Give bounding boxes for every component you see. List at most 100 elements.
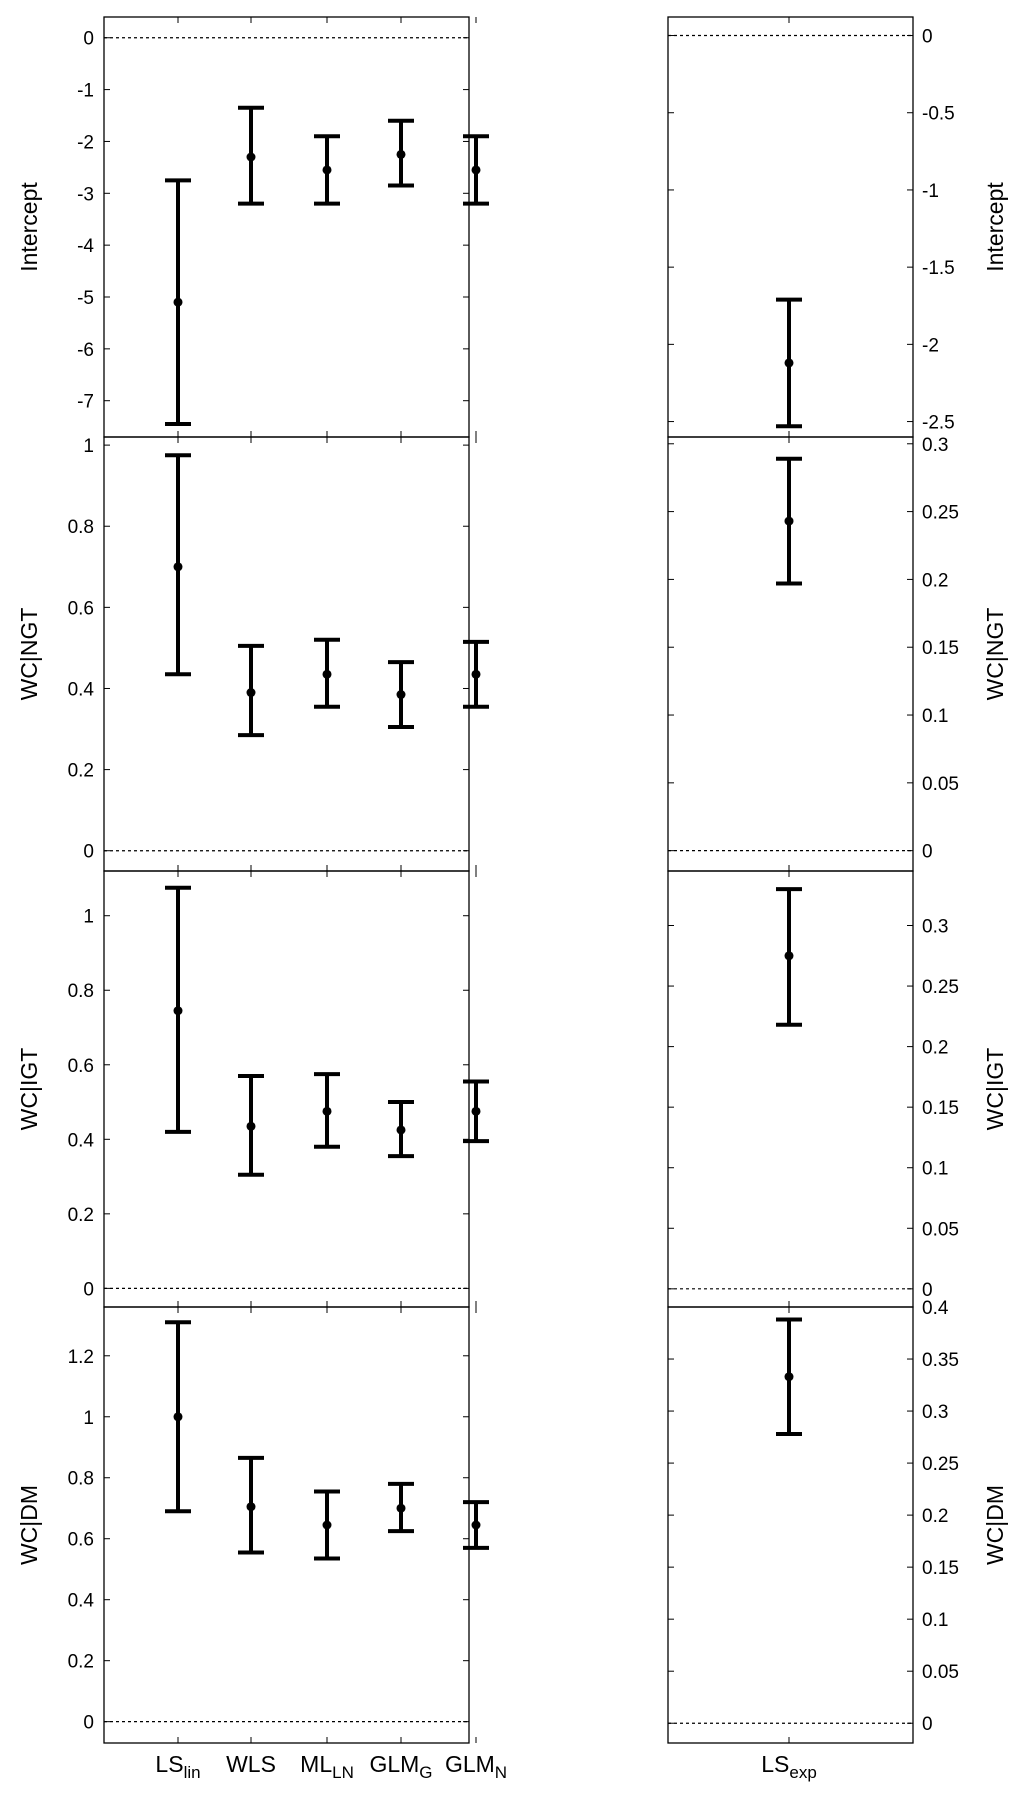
errorbar-3: [388, 660, 414, 730]
y-tick-label: 0.2: [68, 1652, 94, 1673]
y-tick-label: -7: [77, 392, 94, 413]
estimate-point: [173, 562, 183, 572]
estimate-point: [322, 669, 332, 679]
y-axis-label: WC|DM: [16, 1485, 42, 1565]
y-tick-label: 0.15: [922, 1098, 959, 1119]
errorbar-4: [463, 1079, 489, 1144]
estimate-point: [396, 149, 406, 159]
y-tick-label: 0.4: [922, 1298, 949, 1319]
x-category-subscript: exp: [789, 1763, 816, 1782]
y-tick-label: 0: [922, 1280, 933, 1301]
y-tick-label: 0.2: [922, 1038, 948, 1059]
y-tick-label: -4: [77, 236, 94, 257]
errorbar-1: [238, 105, 264, 206]
y-tick-label: 0.05: [922, 1662, 959, 1683]
y-tick-label: 0: [83, 842, 94, 863]
y-tick-label: 0: [922, 842, 933, 863]
y-tick-label: 0.3: [922, 435, 948, 456]
y-tick-label: 0.8: [68, 981, 94, 1002]
right-panel: 0 0.05 0.1 0.15 0.2 0.25 0.3 WC|NGT: [667, 435, 1008, 872]
y-tick-label: 1: [83, 907, 94, 928]
left-panel: 0 0.2 0.4 0.6 0.8 1 WC|IGT: [16, 870, 489, 1308]
y-tick-label: -5: [77, 288, 94, 309]
y-tick-label: 0.4: [68, 679, 95, 700]
left-panel-frame: [103, 870, 470, 1308]
left-panel-frame: [103, 1306, 470, 1744]
y-tick-label: -6: [77, 340, 94, 361]
y-tick-label: 0: [83, 29, 94, 50]
errorbar-0: [165, 453, 191, 677]
y-tick-label: 0.2: [922, 570, 948, 591]
y-tick-label: -2: [922, 335, 939, 356]
estimate-point: [173, 1006, 183, 1016]
left-panel: 0 -1 -2 -3 -4 -5 -6 -7 Intercept: [16, 16, 489, 438]
y-tick-label: 0: [83, 1279, 94, 1300]
y-tick-label: 0.25: [922, 1454, 959, 1475]
y-tick-label: 0.35: [922, 1350, 959, 1371]
errorbar-3: [388, 118, 414, 188]
y-axis-label-right: WC|DM: [982, 1485, 1008, 1565]
y-tick-label: 0.05: [922, 774, 959, 795]
panel-row: 0 0.2 0.4 0.6 0.8 1 1.2 WC|DM 0 0.05 0.1 0.15 0.2 0.2…: [16, 1298, 1008, 1744]
x-category-base: LS: [761, 1751, 789, 1777]
y-tick-label: -3: [77, 184, 94, 205]
y-tick-label: 0.25: [922, 977, 959, 998]
estimate-point: [784, 516, 794, 526]
errorbar-2: [314, 134, 340, 206]
y-tick-label: 0.4: [68, 1591, 95, 1612]
errorbar-4: [463, 1500, 489, 1550]
estimate-point: [322, 1106, 332, 1116]
estimate-point: [246, 688, 256, 698]
y-tick-label: 0: [83, 1713, 94, 1734]
errorbar-0: [165, 178, 191, 427]
errorbar-2: [314, 1072, 340, 1149]
errorbar-1: [238, 643, 264, 738]
x-category-label: MLLN: [300, 1751, 354, 1782]
y-tick-label: 0.3: [922, 917, 948, 938]
panel-row: 0 -1 -2 -3 -4 -5 -6 -7 Intercept 0 -0.5 -1 -1.5 -2 -2.…: [16, 16, 1008, 438]
y-axis-label-right: Intercept: [982, 182, 1008, 272]
y-tick-label: 0.1: [922, 706, 948, 727]
x-category-subscript: G: [419, 1763, 432, 1782]
y-tick-label: 0.15: [922, 1558, 959, 1579]
x-category-label: LSlin: [155, 1751, 200, 1782]
y-axis-label: Intercept: [16, 182, 42, 272]
x-category-subscript: lin: [184, 1763, 201, 1782]
right-panel: 0 -0.5 -1 -1.5 -2 -2.5 Intercept: [667, 16, 1008, 438]
y-tick-label: -2: [77, 132, 94, 153]
y-axis-label: WC|NGT: [16, 608, 42, 701]
errorbar-3: [388, 1100, 414, 1159]
right-panel: 0 0.05 0.1 0.15 0.2 0.25 0.3 WC|IGT: [667, 870, 1008, 1308]
y-tick-label: -1: [77, 81, 94, 102]
errorbar-4: [463, 639, 489, 709]
estimate-point: [246, 1502, 256, 1512]
y-tick-label: 0.2: [68, 1205, 94, 1226]
estimate-point: [471, 1520, 481, 1530]
y-tick-label: 0.8: [68, 1469, 94, 1490]
y-tick-label: 0.2: [922, 1506, 948, 1527]
left-panel: 0 0.2 0.4 0.6 0.8 1 WC|NGT: [16, 436, 489, 872]
estimate-point: [471, 669, 481, 679]
errorbar-right: [776, 456, 802, 586]
errorbar-3: [388, 1481, 414, 1534]
errorbar-4: [463, 134, 489, 206]
x-category-base: WLS: [226, 1751, 276, 1777]
panels: 0 -1 -2 -3 -4 -5 -6 -7 Intercept 0 -0.5 -1 -1.5 -2 -2.…: [16, 16, 1008, 1744]
y-tick-label: 0.1: [922, 1610, 948, 1631]
estimate-point: [396, 690, 406, 700]
estimate-point: [471, 1106, 481, 1116]
errorbar-0: [165, 1320, 191, 1514]
x-category-base: GLM: [369, 1751, 419, 1777]
x-category-label: WLS: [226, 1751, 276, 1777]
estimate-point: [396, 1125, 406, 1135]
left-panel: 0 0.2 0.4 0.6 0.8 1 1.2 WC|DM: [16, 1306, 489, 1744]
estimate-point: [784, 1372, 794, 1382]
y-tick-label: 1: [83, 1408, 94, 1429]
x-category-base: GLM: [445, 1751, 495, 1777]
errorbar-right: [776, 887, 802, 1027]
errorbar-2: [314, 1489, 340, 1561]
errorbar-0: [165, 885, 191, 1134]
y-tick-label: 0.05: [922, 1219, 959, 1240]
estimate-point: [784, 951, 794, 961]
